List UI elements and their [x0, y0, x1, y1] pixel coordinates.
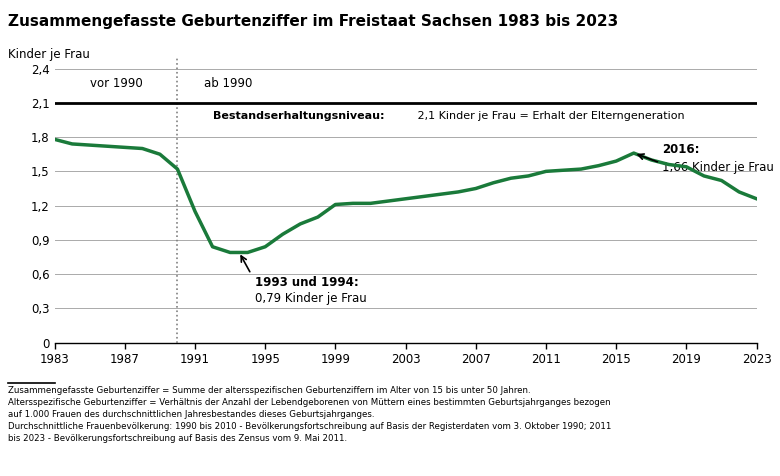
Text: Kinder je Frau: Kinder je Frau: [8, 48, 90, 60]
Text: Bestandserhaltungsniveau:: Bestandserhaltungsniveau:: [212, 111, 384, 121]
Text: 1,66 Kinder je Frau: 1,66 Kinder je Frau: [661, 160, 774, 174]
Text: 1993 und 1994:: 1993 und 1994:: [254, 277, 359, 289]
Text: Zusammengefasste Geburtenziffer = Summe der altersspezifischen Geburtenziffern i: Zusammengefasste Geburtenziffer = Summe …: [8, 386, 612, 443]
Text: ab 1990: ab 1990: [204, 77, 252, 89]
Text: Zusammengefasste Geburtenziffer im Freistaat Sachsen 1983 bis 2023: Zusammengefasste Geburtenziffer im Freis…: [8, 14, 618, 30]
Text: vor 1990: vor 1990: [90, 77, 143, 89]
Text: 2016:: 2016:: [661, 143, 700, 156]
Text: 2,1 Kinder je Frau = Erhalt der Elterngeneration: 2,1 Kinder je Frau = Erhalt der Elternge…: [414, 111, 685, 121]
Text: 0,79 Kinder je Frau: 0,79 Kinder je Frau: [254, 292, 367, 306]
